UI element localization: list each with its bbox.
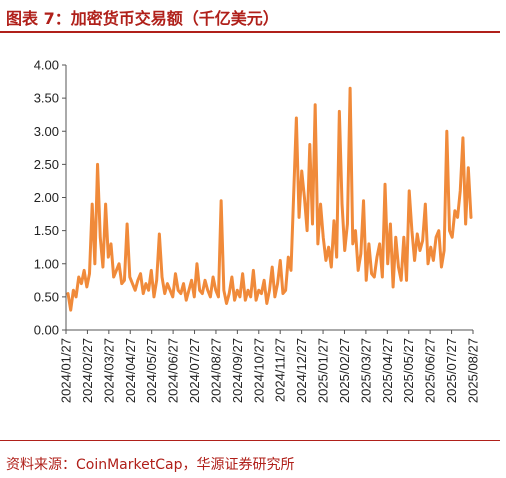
y-tick-label: 2.50	[34, 157, 59, 172]
x-tick-label: 2024/06/27	[166, 338, 181, 403]
x-tick-label: 2024/10/27	[251, 338, 266, 403]
x-tick-label: 2025/03/27	[358, 338, 373, 403]
source-note: 资料来源：CoinMarketCap，华源证券研究所	[6, 457, 295, 473]
x-tick-label: 2025/08/27	[466, 338, 481, 403]
x-axis: 2024/01/27 2024/02/27 2024/03/27 2024/04/27…	[59, 329, 481, 403]
x-tick-label: 2025/06/27	[423, 338, 438, 403]
y-tick-label: 1.00	[34, 256, 59, 271]
y-axis: 0.00 0.50 1.00 1.50 2.00 2.50 3.00 3.50 4.00	[34, 58, 67, 338]
y-tick-label: 3.00	[34, 124, 59, 139]
footer-divider	[0, 440, 500, 441]
x-tick-label: 2024/02/27	[80, 338, 95, 403]
chart-title: 图表 7：加密货币交易额（千亿美元）	[6, 9, 279, 28]
y-tick-label: 3.50	[34, 91, 59, 106]
trading-volume-chart: 0.00 0.50 1.00 1.50 2.00 2.50 3.00 3.50 4.00 202…	[34, 58, 481, 404]
x-tick-label: 2024/07/27	[187, 338, 202, 403]
y-tick-label: 0.50	[34, 289, 59, 304]
x-tick-label: 2025/05/27	[401, 338, 416, 403]
x-tick-label: 2025/01/27	[316, 338, 331, 403]
x-tick-label: 2025/02/27	[337, 338, 352, 403]
x-tick-label: 2024/11/27	[273, 338, 288, 402]
y-tick-label: 1.50	[34, 223, 59, 238]
x-tick-label: 2024/05/27	[144, 338, 159, 403]
title-divider	[0, 31, 500, 33]
x-tick-label: 2025/04/27	[380, 338, 395, 403]
x-tick-label: 2024/09/27	[230, 338, 245, 403]
y-tick-label: 2.00	[34, 190, 59, 205]
plot-area	[66, 86, 473, 312]
x-tick-label: 2024/04/27	[123, 338, 138, 403]
series-line	[66, 86, 473, 312]
x-tick-label: 2025/07/27	[444, 338, 459, 403]
x-tick-label: 2024/08/27	[208, 338, 223, 403]
x-tick-label: 2024/01/27	[59, 338, 74, 403]
y-tick-label: 0.00	[34, 323, 59, 338]
y-tick-label: 4.00	[34, 58, 59, 73]
x-tick-label: 2024/12/27	[294, 338, 309, 403]
x-tick-label: 2024/03/27	[101, 338, 116, 403]
